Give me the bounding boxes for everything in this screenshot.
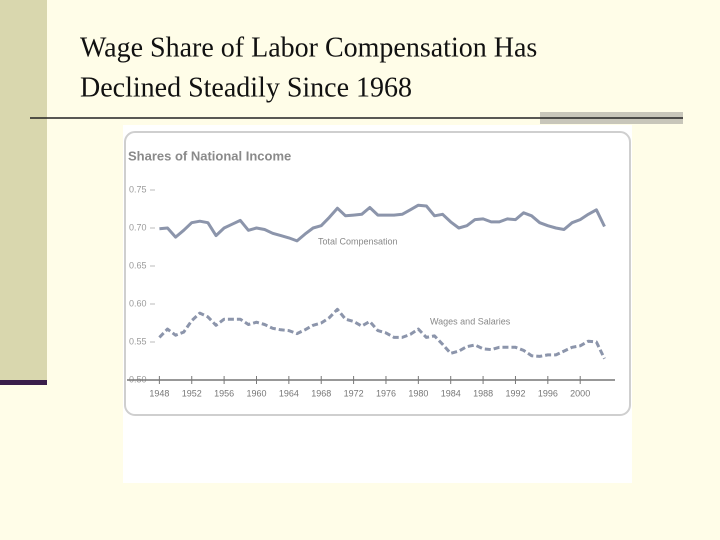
- y-tick-label: 0.55: [129, 336, 147, 346]
- x-tick-label: 2000: [570, 388, 590, 398]
- x-tick-label: 1956: [214, 388, 234, 398]
- slide-title-line: Wage Share of Labor Compensation Has: [80, 32, 537, 63]
- x-tick-label: 1980: [408, 388, 428, 398]
- chart-title: Shares of National Income: [128, 148, 291, 163]
- x-tick-label: 1972: [344, 388, 364, 398]
- y-tick-label: 0.75: [129, 184, 147, 194]
- x-tick-label: 1976: [376, 388, 396, 398]
- x-tick-label: 1992: [505, 388, 525, 398]
- x-tick-label: 1952: [182, 388, 202, 398]
- sidebar: [0, 0, 47, 380]
- plot: 0.500.550.600.650.700.751948195219561960…: [127, 184, 615, 398]
- chart-image: [123, 125, 632, 483]
- series-label: Total Compensation: [318, 236, 398, 246]
- x-tick-label: 1988: [473, 388, 493, 398]
- y-tick-label: 0.70: [129, 222, 147, 232]
- sidebar-bar: [0, 380, 47, 385]
- x-tick-label: 1948: [149, 388, 169, 398]
- slide-title-line: Declined Steadily Since 1968: [80, 72, 412, 103]
- series-line: [159, 203, 606, 243]
- x-tick-label: 1996: [538, 388, 558, 398]
- x-tick-label: 1964: [279, 388, 299, 398]
- x-tick-label: 1960: [246, 388, 266, 398]
- series-label: Wages and Salaries: [430, 316, 511, 326]
- y-tick-label: 0.60: [129, 298, 147, 308]
- y-tick-label: 0.65: [129, 260, 147, 270]
- series-line: [158, 307, 606, 360]
- x-tick-label: 1984: [441, 388, 461, 398]
- x-tick-label: 1968: [311, 388, 331, 398]
- chart-frame: [124, 131, 631, 416]
